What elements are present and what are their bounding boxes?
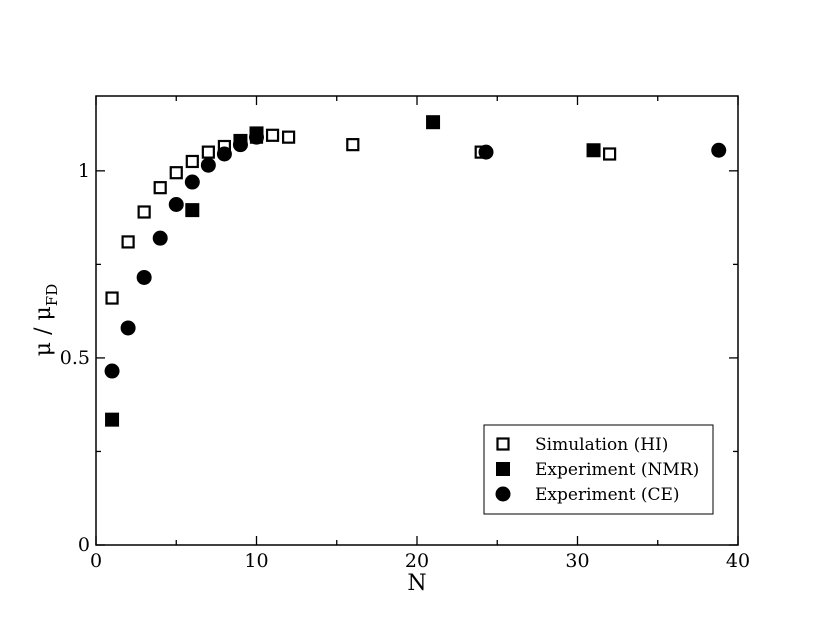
axis-ticks <box>95 96 739 546</box>
data-point-series-3 <box>104 363 120 379</box>
data-point-series-3 <box>168 197 184 213</box>
data-point-series-1 <box>282 130 296 144</box>
data-point-series-2 <box>185 203 200 218</box>
data-point-series-1 <box>169 166 183 180</box>
data-point-series-1 <box>153 181 167 195</box>
tick-labels: 0 10 20 30 40 0 0.5 1 <box>60 160 750 572</box>
data-point-series-1 <box>137 205 151 219</box>
data-point-series-3 <box>136 269 152 285</box>
data-markers <box>104 115 727 427</box>
data-point-series-2 <box>586 143 601 158</box>
legend-label-1: Simulation (HI) <box>535 435 668 455</box>
legend-label-3: Experiment (CE) <box>535 485 680 505</box>
data-point-series-3 <box>200 157 216 173</box>
x-tick-label: 0 <box>90 550 102 572</box>
data-point-series-3 <box>478 144 494 160</box>
y-axis-title: μ / μFD <box>31 284 61 356</box>
x-tick-label: 20 <box>405 550 429 572</box>
data-point-series-3 <box>120 320 136 336</box>
legend-label-2: Experiment (NMR) <box>535 460 699 480</box>
data-point-series-3 <box>152 230 168 246</box>
x-tick-label: 10 <box>244 550 268 572</box>
legend-marker-1 <box>496 437 510 451</box>
y-tick-label: 0 <box>78 534 90 556</box>
y-tick-label: 1 <box>78 160 90 182</box>
data-point-series-3 <box>232 137 248 153</box>
data-point-series-3 <box>184 174 200 190</box>
legend-box <box>483 424 714 515</box>
data-point-series-3 <box>711 142 727 158</box>
y-axis-title-subscript: FD <box>43 284 61 306</box>
legend: Simulation (HI) Experiment (NMR) Experimen… <box>483 424 714 515</box>
data-point-series-1 <box>346 138 360 152</box>
legend-marker-2 <box>496 462 510 476</box>
data-point-series-1 <box>121 235 135 249</box>
data-point-series-1 <box>105 291 119 305</box>
data-point-series-1 <box>602 147 617 161</box>
data-point-series-3 <box>249 129 264 145</box>
legend-marker-3 <box>495 486 511 502</box>
data-point-series-2 <box>426 115 441 130</box>
data-point-series-1 <box>265 128 280 142</box>
data-point-series-1 <box>201 145 215 159</box>
y-tick-label: 0.5 <box>60 347 90 369</box>
x-axis-title: N <box>407 571 426 596</box>
data-point-series-1 <box>185 154 199 169</box>
legend-entries: Simulation (HI) Experiment (NMR) Experimen… <box>495 435 699 505</box>
data-point-series-2 <box>105 412 120 427</box>
x-tick-label: 30 <box>565 550 589 572</box>
y-axis-title-main: μ / μ <box>31 306 56 356</box>
x-tick-label: 40 <box>726 550 750 572</box>
data-point-series-3 <box>216 146 232 162</box>
